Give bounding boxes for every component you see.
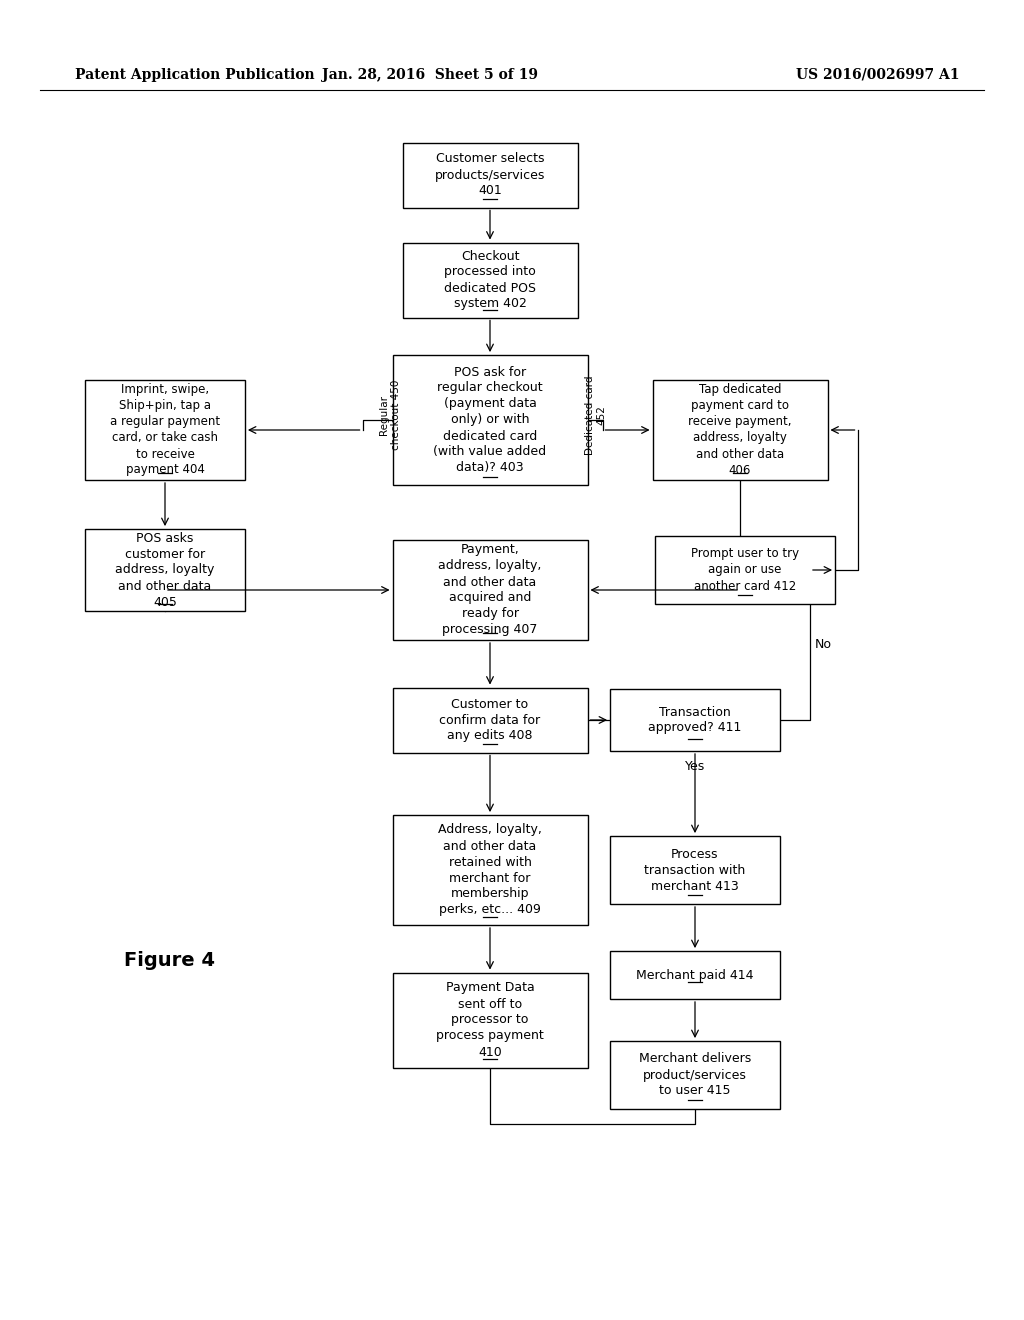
Bar — [652, 380, 827, 480]
Bar — [610, 836, 780, 904]
Text: Payment,
address, loyalty,
and other data
acquired and
ready for
processing 407: Payment, address, loyalty, and other dat… — [438, 544, 542, 636]
Text: Transaction
approved? 411: Transaction approved? 411 — [648, 705, 741, 734]
Text: Process
transaction with
merchant 413: Process transaction with merchant 413 — [644, 847, 745, 892]
Text: Prompt user to try
again or use
another card 412: Prompt user to try again or use another … — [691, 548, 799, 593]
Text: Checkout
processed into
dedicated POS
system 402: Checkout processed into dedicated POS sy… — [444, 249, 536, 310]
Bar — [402, 143, 578, 207]
Text: POS ask for
regular checkout
(payment data
only) or with
dedicated card
(with va: POS ask for regular checkout (payment da… — [433, 366, 547, 474]
Text: Customer to
confirm data for
any edits 408: Customer to confirm data for any edits 4… — [439, 697, 541, 742]
Bar — [85, 380, 245, 480]
Text: US 2016/0026997 A1: US 2016/0026997 A1 — [797, 69, 961, 82]
Text: Customer selects
products/services
401: Customer selects products/services 401 — [435, 153, 545, 198]
Bar — [610, 689, 780, 751]
Text: Merchant delivers
product/services
to user 415: Merchant delivers product/services to us… — [639, 1052, 752, 1097]
Text: Figure 4: Figure 4 — [125, 950, 215, 969]
Bar — [392, 355, 588, 484]
Bar — [392, 540, 588, 640]
Text: Tap dedicated
payment card to
receive payment,
address, loyalty
and other data
4: Tap dedicated payment card to receive pa… — [688, 384, 792, 477]
Bar — [85, 529, 245, 611]
Text: POS asks
customer for
address, loyalty
and other data
405: POS asks customer for address, loyalty a… — [116, 532, 215, 609]
Text: Patent Application Publication: Patent Application Publication — [75, 69, 314, 82]
Bar — [610, 1041, 780, 1109]
Text: Payment Data
sent off to
processor to
process payment
410: Payment Data sent off to processor to pr… — [436, 982, 544, 1059]
Bar — [392, 973, 588, 1068]
Bar — [655, 536, 835, 605]
Text: Yes: Yes — [685, 759, 706, 772]
Text: No: No — [815, 639, 831, 652]
Text: Regular
checkout 450: Regular checkout 450 — [379, 380, 400, 450]
Bar — [392, 688, 588, 752]
Text: Jan. 28, 2016  Sheet 5 of 19: Jan. 28, 2016 Sheet 5 of 19 — [322, 69, 538, 82]
Text: Merchant paid 414: Merchant paid 414 — [636, 969, 754, 982]
Text: Dedicated card
452: Dedicated card 452 — [585, 375, 606, 455]
Bar — [392, 814, 588, 925]
Text: Imprint, swipe,
Ship+pin, tap a
a regular payment
card, or take cash
to receive
: Imprint, swipe, Ship+pin, tap a a regula… — [110, 384, 220, 477]
Text: Address, loyalty,
and other data
retained with
merchant for
membership
perks, et: Address, loyalty, and other data retaine… — [438, 824, 542, 916]
Bar — [610, 950, 780, 999]
Bar — [402, 243, 578, 318]
